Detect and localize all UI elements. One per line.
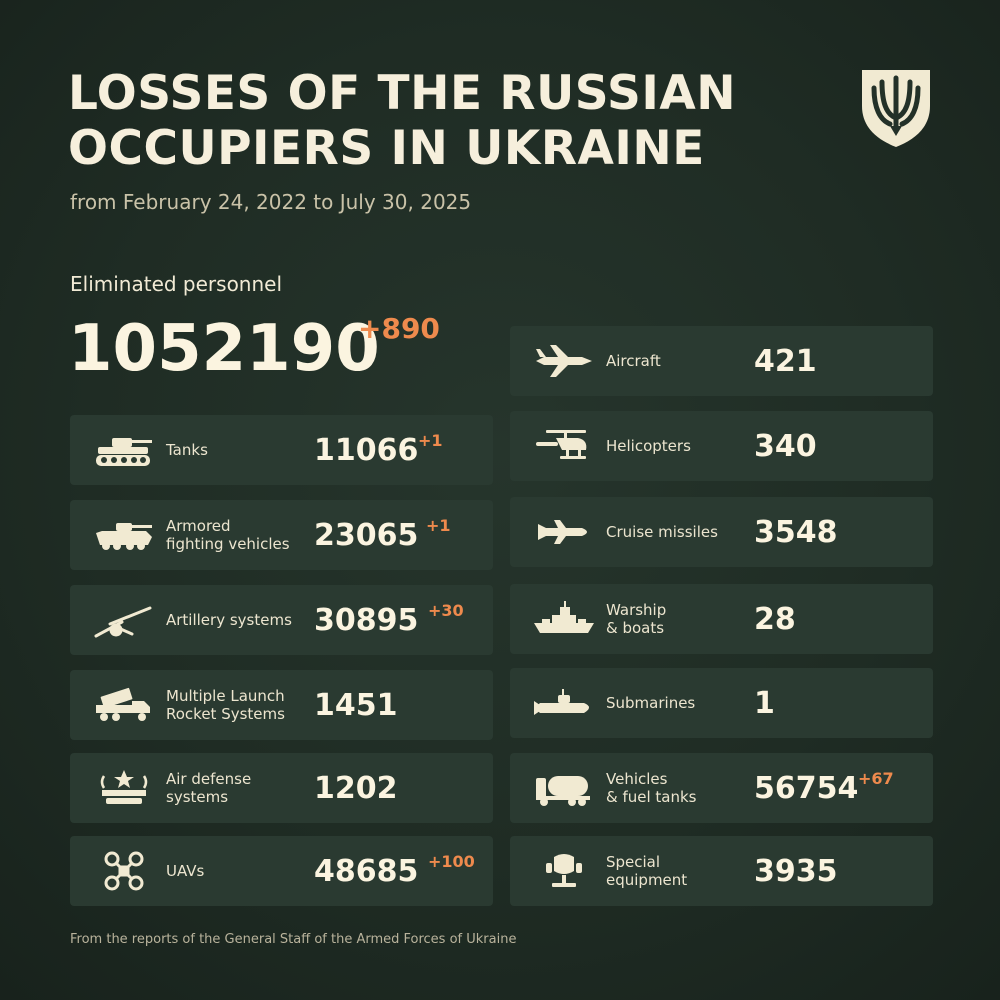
card-label: Warship & boats (606, 601, 667, 637)
personnel-value: 1052190 (68, 312, 380, 386)
artillery-icon (92, 600, 156, 640)
card-value: 30895 (314, 603, 419, 638)
card-value: 1202 (314, 771, 398, 806)
fuel-truck-icon (532, 768, 596, 808)
warship-icon (532, 599, 596, 639)
card-label: Vehicles & fuel tanks (606, 770, 697, 806)
card-label: Aircraft (606, 352, 661, 370)
helicopter-icon (532, 426, 596, 466)
card-value: 1451 (314, 688, 398, 723)
card-label: Armored fighting vehicles (166, 517, 290, 553)
air-defense-icon (92, 768, 156, 808)
card-value: 11066 (314, 433, 419, 468)
card-value: 340 (754, 429, 817, 464)
tank-icon (92, 430, 156, 470)
card-label: Artillery systems (166, 611, 292, 629)
afv-icon (92, 515, 156, 555)
card-label: Multiple Launch Rocket Systems (166, 687, 285, 723)
card-mlrs: Multiple Launch Rocket Systems 1451 (70, 670, 493, 740)
card-submarines: Submarines 1 (510, 668, 933, 738)
card-value: 48685 (314, 854, 419, 889)
card-armored-vehicles: Armored fighting vehicles 23065 +1 (70, 500, 493, 570)
card-uavs: UAVs 48685 +100 (70, 836, 493, 906)
card-value: 3548 (754, 515, 838, 550)
card-tanks: Tanks 11066 +1 (70, 415, 493, 485)
card-artillery: Artillery systems 30895 +30 (70, 585, 493, 655)
card-label: Submarines (606, 694, 696, 712)
card-warships: Warship & boats 28 (510, 584, 933, 654)
title-line-1: LOSSES OF THE RUSSIAN (68, 66, 737, 121)
card-delta: +67 (858, 769, 894, 788)
mlrs-icon (92, 685, 156, 725)
card-vehicles-fuel-tanks: Vehicles & fuel tanks 56754 +67 (510, 753, 933, 823)
card-label: Air defense systems (166, 770, 252, 806)
card-delta: +1 (418, 431, 443, 450)
card-label: Helicopters (606, 437, 691, 455)
page-title: LOSSES OF THE RUSSIAN OCCUPIERS IN UKRAI… (68, 66, 736, 176)
cruise-missile-icon (532, 512, 596, 552)
trident-shield-icon (860, 68, 932, 148)
card-value: 23065 (314, 518, 419, 553)
title-line-2: OCCUPIERS IN UKRAINE (68, 121, 705, 176)
card-delta: +30 (428, 601, 464, 620)
card-cruise-missiles: Cruise missiles 3548 (510, 497, 933, 567)
card-label: UAVs (166, 862, 205, 880)
card-value: 1 (754, 686, 775, 721)
card-air-defense: Air defense systems 1202 (70, 753, 493, 823)
card-value: 28 (754, 602, 796, 637)
card-value: 56754 (754, 771, 859, 806)
special-equipment-icon (532, 851, 596, 891)
card-special-equipment: Special equipment 3935 (510, 836, 933, 906)
date-range-subtitle: from February 24, 2022 to July 30, 2025 (70, 190, 472, 214)
source-footer: From the reports of the General Staff of… (70, 932, 517, 947)
card-value: 3935 (754, 854, 838, 889)
card-helicopters: Helicopters 340 (510, 411, 933, 481)
uav-icon (92, 851, 156, 891)
submarine-icon (532, 683, 596, 723)
card-label: Cruise missiles (606, 523, 718, 541)
card-aircraft: Aircraft 421 (510, 326, 933, 396)
personnel-delta: +890 (358, 312, 440, 345)
card-value: 421 (754, 344, 817, 379)
card-delta: +1 (426, 516, 451, 535)
card-delta: +100 (428, 852, 475, 871)
card-label: Special equipment (606, 853, 688, 889)
card-label: Tanks (166, 441, 208, 459)
aircraft-icon (532, 341, 596, 381)
personnel-label: Eliminated personnel (70, 272, 283, 296)
